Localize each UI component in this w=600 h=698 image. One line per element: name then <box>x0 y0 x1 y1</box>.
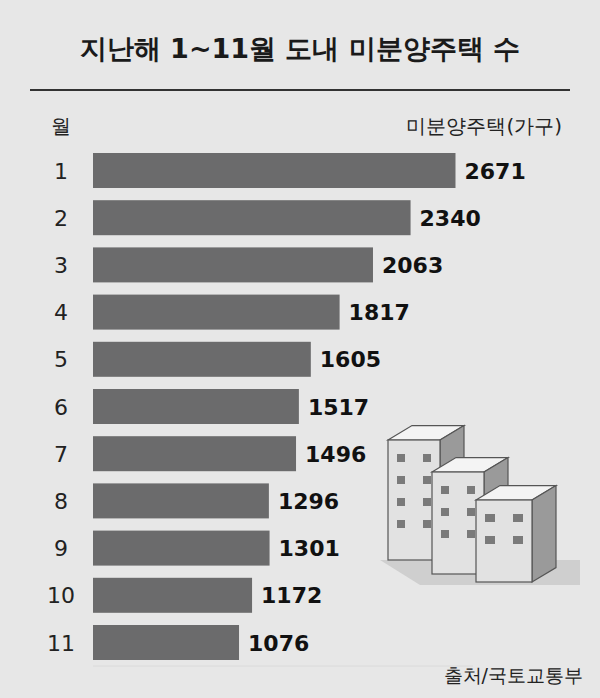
data-label: 2063 <box>382 253 443 278</box>
building-front <box>476 500 532 582</box>
category-label: 9 <box>54 536 68 561</box>
chart-root: 지난해 1~11월 도내 미분양주택 수월 미분양주택(가구) 1 2671 2 2340… <box>0 0 600 698</box>
data-label: 1172 <box>261 583 322 608</box>
data-label: 1076 <box>248 631 309 656</box>
data-label: 1496 <box>305 442 366 467</box>
bar <box>93 436 296 471</box>
category-label: 8 <box>54 489 68 514</box>
building-window <box>485 536 495 544</box>
y-axis-label: 월 <box>51 114 71 138</box>
building-window <box>441 486 449 494</box>
building-window <box>467 508 475 516</box>
building-window <box>485 514 495 522</box>
bar <box>93 153 455 188</box>
category-label: 2 <box>54 206 68 231</box>
bar <box>93 578 252 613</box>
bar <box>93 531 270 566</box>
bar <box>93 247 373 282</box>
data-label: 1296 <box>278 489 339 514</box>
bar <box>93 483 269 518</box>
x-axis-label: 미분양주택(가구) <box>406 114 562 138</box>
bar <box>93 625 239 660</box>
title: 지난해 1~11월 도내 미분양주택 수 <box>80 33 521 64</box>
data-label: 1517 <box>308 395 369 420</box>
source: 출처/국토교통부 <box>444 664 583 686</box>
building-window <box>423 520 431 528</box>
category-label: 7 <box>54 442 68 467</box>
building-window <box>513 514 523 522</box>
building-side <box>532 486 556 582</box>
background <box>0 0 600 698</box>
category-label: 6 <box>54 395 68 420</box>
data-label: 2671 <box>464 159 525 184</box>
category-label: 11 <box>47 631 75 656</box>
bar <box>93 200 411 235</box>
building-window <box>397 454 405 462</box>
category-label: 5 <box>54 347 68 372</box>
building-window <box>467 530 475 538</box>
building-window <box>441 530 449 538</box>
building-window <box>467 486 475 494</box>
building-window <box>423 476 431 484</box>
data-label: 1605 <box>320 347 381 372</box>
bars <box>93 153 455 660</box>
title-rule <box>30 89 570 91</box>
building-window <box>513 536 523 544</box>
category-label: 4 <box>54 300 68 325</box>
building-window <box>441 508 449 516</box>
category-label: 10 <box>47 583 75 608</box>
building-window <box>423 498 431 506</box>
data-label: 1817 <box>349 300 410 325</box>
bar <box>93 389 299 424</box>
category-label: 1 <box>54 159 68 184</box>
building-window <box>397 520 405 528</box>
data-label: 1301 <box>279 536 340 561</box>
data-label: 2340 <box>420 206 481 231</box>
category-label: 3 <box>54 253 68 278</box>
bar <box>93 342 311 377</box>
chart: 지난해 1~11월 도내 미분양주택 수월 미분양주택(가구) 1 2671 2 2340… <box>0 0 600 698</box>
building-window <box>397 498 405 506</box>
building-window <box>397 476 405 484</box>
x-axis-line <box>93 666 473 667</box>
building-window <box>423 454 431 462</box>
bar <box>93 295 340 330</box>
buildings-icon <box>380 426 580 585</box>
